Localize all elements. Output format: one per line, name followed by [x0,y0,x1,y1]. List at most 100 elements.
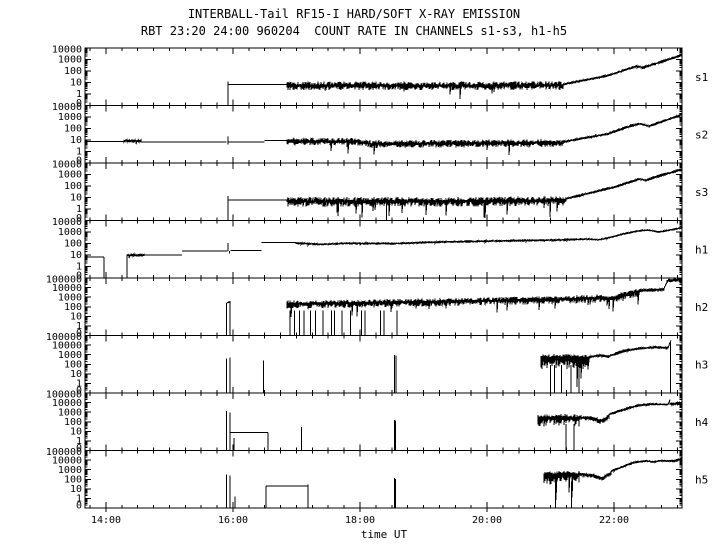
channel-label-h3: h3 [695,358,708,371]
y-tick-label: 10 [70,193,82,204]
y-tick-label: 1 [76,204,82,215]
trace-segment-h2 [286,288,640,318]
channel-label-s1: s1 [695,71,708,84]
x-tick-label: 20:00 [472,515,502,526]
channel-label-h1: h1 [695,243,708,256]
y-tick-label: 1000 [58,112,82,123]
y-tick-label: 0 [76,386,82,397]
axis-ticks [85,162,682,221]
y-tick-label: 100 [64,124,82,135]
x-tick-label: 18:00 [345,515,375,526]
y-tick-label: 100 [64,181,82,192]
axis-ticks [85,392,682,451]
y-tick-label: 0 [76,501,82,512]
y-tick-label: 1 [76,436,82,447]
y-tick-label: 100000 [46,390,82,401]
y-tick-label: 10000 [52,340,82,351]
trace-segment-h1 [126,252,145,259]
channel-label-h2: h2 [695,301,708,314]
y-tick-label: 1000 [58,170,82,181]
panel-border [84,450,683,509]
panel-border [84,47,683,106]
axis-ticks [85,220,682,279]
channel-label-h4: h4 [695,416,709,429]
trace-segment-s3 [286,196,567,218]
y-tick-label: 10000 [52,102,82,113]
panel-border [84,220,683,279]
trace-segment-h5 [543,470,580,501]
panel-border [84,392,683,451]
y-tick-label: 100 [64,475,82,486]
y-tick-label: 1 [76,494,82,505]
trace-segment-h2 [289,310,398,336]
y-tick-label: 1 [76,89,82,100]
y-tick-label: 10 [70,78,82,89]
y-tick-label: 0 [76,213,82,224]
trace-segment-h4 [565,423,575,451]
panel-border [84,335,683,394]
x-tick-label: 16:00 [218,515,248,526]
trace-segment-h4 [667,399,671,405]
trace-segment-h1 [295,237,586,248]
y-tick-label: 1 [76,379,82,390]
trace-segment-h2 [226,300,231,304]
trace-segment-h3 [550,365,580,393]
y-tick-label: 1000 [58,350,82,361]
y-tick-label: 1000 [58,227,82,238]
trace-segment-h3 [588,344,669,360]
y-tick-label: 10000 [52,217,82,228]
y-tick-label: 10000 [52,398,82,409]
y-tick-label: 1000 [58,55,82,66]
y-tick-label: 1000 [58,292,82,303]
y-tick-label: 100000 [46,275,82,286]
axis-ticks [85,335,682,394]
panel-border [84,277,683,336]
page-title: INTERBALL-Tail RF15-I HARD/SOFT X-RAY EM… [188,7,520,21]
x-tick-label: 14:00 [91,515,121,526]
y-tick-label: 1 [76,147,82,158]
y-tick-label: 10 [70,250,82,261]
channel-label-s3: s3 [695,186,708,199]
channel-label-h5: h5 [695,473,708,486]
y-tick-label: 100 [64,66,82,77]
y-tick-label: 10 [70,427,82,438]
trace-segment-s1 [286,81,564,100]
channel-label-s2: s2 [695,128,708,141]
x-axis-labels: 14:00 16:00 18:00 20:00 22:00 [91,515,629,526]
trace-segment-h2 [638,287,665,294]
trace-segment-h4 [608,402,669,417]
trace-segment-h5 [610,457,682,474]
panels-container: 1000010001001010s11000010001001010s21000… [46,45,709,512]
trace-segment-h1 [584,226,682,242]
axis-ticks [85,450,682,512]
y-tick-label: 10 [70,312,82,323]
y-tick-label: 1000 [58,407,82,418]
y-tick-label: 10000 [52,283,82,294]
axis-ticks [85,105,682,164]
y-tick-label: 100000 [46,447,82,458]
trace-segment-s2 [562,112,682,145]
trace-segment-h4 [537,413,580,427]
y-tick-label: 100000 [46,332,82,343]
y-tick-label: 10000 [52,455,82,466]
y-tick-label: 10000 [52,45,82,56]
trace-segment-s2 [286,137,564,156]
y-tick-label: 100 [64,239,82,250]
y-tick-label: 0 [76,98,82,109]
trace-segment-s3 [565,168,682,200]
y-tick-label: 10 [70,135,82,146]
trace-segment-h5 [555,481,572,508]
y-tick-label: 100 [64,302,82,313]
y-tick-label: 10 [70,484,82,495]
page-subtitle: RBT 23:20 24:00 960204 COUNT RATE IN CHA… [141,24,567,38]
y-tick-label: 10 [70,369,82,380]
axis-ticks [85,47,682,106]
